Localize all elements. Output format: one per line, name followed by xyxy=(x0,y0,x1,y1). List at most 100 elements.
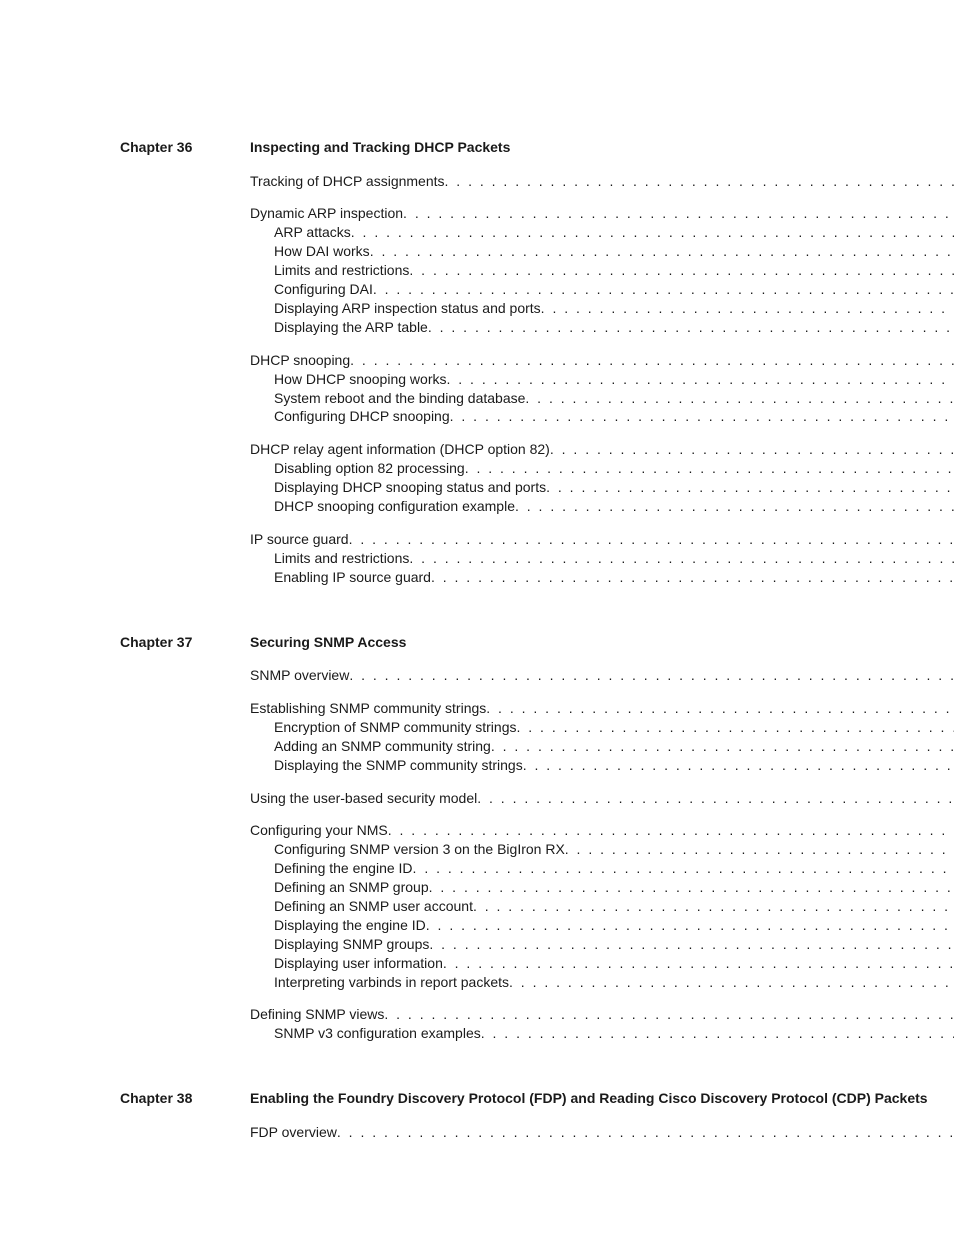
leader-dots xyxy=(429,935,954,954)
toc-entry[interactable]: DHCP snooping configuration example1092 xyxy=(250,497,954,516)
leader-dots xyxy=(409,549,954,568)
leader-dots xyxy=(349,530,954,549)
leader-dots xyxy=(477,789,954,808)
toc-entry[interactable]: Displaying the engine ID1101 xyxy=(250,916,954,935)
leader-dots xyxy=(515,497,954,516)
leader-dots xyxy=(431,568,954,587)
toc-entry-label: Displaying the engine ID xyxy=(274,916,426,935)
toc-entry-label: Defining an SNMP group xyxy=(274,878,429,897)
toc-entry[interactable]: Disabling option 82 processing1091 xyxy=(250,459,954,478)
toc-entry-label: Displaying user information xyxy=(274,954,443,973)
toc-entry[interactable]: Displaying ARP inspection status and por… xyxy=(250,299,954,318)
leader-dots xyxy=(384,1005,954,1024)
toc-entry[interactable]: Enabling IP source guard1093 xyxy=(250,568,954,587)
toc-entry[interactable]: SNMP overview1095 xyxy=(250,666,954,685)
leader-dots xyxy=(473,897,954,916)
toc-entry-label: Tracking of DHCP assignments xyxy=(250,172,445,191)
chapter-content: Inspecting and Tracking DHCP Packets Trac… xyxy=(250,138,954,601)
toc-entry-label: Defining the engine ID xyxy=(274,859,413,878)
leader-dots xyxy=(523,756,954,775)
chapter-row: Chapter 38Enabling the Foundry Discovery… xyxy=(120,1089,834,1155)
toc-entry-label: Displaying the ARP table xyxy=(274,318,428,337)
toc-entry[interactable]: Defining the engine ID1098 xyxy=(250,859,954,878)
toc-entry[interactable]: Configuring DHCP snooping1089 xyxy=(250,407,954,426)
chapter-row: Chapter 36Inspecting and Tracking DHCP P… xyxy=(120,138,834,601)
leader-dots xyxy=(426,916,954,935)
toc-entry[interactable]: Configuring DAI1086 xyxy=(250,280,954,299)
leader-dots xyxy=(517,718,954,737)
toc-entry-label: IP source guard xyxy=(250,530,349,549)
toc-entry[interactable]: Interpreting varbinds in report packets1… xyxy=(250,973,954,992)
toc-entry[interactable]: Displaying the SNMP community strings109… xyxy=(250,756,954,775)
toc-group: DHCP snooping1088How DHCP snooping works… xyxy=(250,351,954,427)
toc-entry[interactable]: Displaying the ARP table1087 xyxy=(250,318,954,337)
toc-entry-label: Defining SNMP views xyxy=(250,1005,384,1024)
toc-entry[interactable]: How DAI works1084 xyxy=(250,242,954,261)
toc-entry[interactable]: Configuring SNMP version 3 on the BigIro… xyxy=(250,840,954,859)
chapter-label: Chapter 36 xyxy=(120,138,250,158)
toc-entry[interactable]: ARP attacks1084 xyxy=(250,223,954,242)
toc-entry[interactable]: Limits and restrictions1093 xyxy=(250,549,954,568)
toc-entry[interactable]: DHCP snooping1088 xyxy=(250,351,954,370)
chapter-label: Chapter 38 xyxy=(120,1089,250,1109)
toc-entry[interactable]: Tracking of DHCP assignments1083 xyxy=(250,172,954,191)
toc-group: DHCP relay agent information (DHCP optio… xyxy=(250,440,954,516)
toc-entry[interactable]: Defining an SNMP group1099 xyxy=(250,878,954,897)
toc-group: FDP overview1105 xyxy=(250,1123,954,1142)
toc-entry[interactable]: Displaying DHCP snooping status and port… xyxy=(250,478,954,497)
leader-dots xyxy=(403,204,954,223)
toc-entry-label: Displaying the SNMP community strings xyxy=(274,756,523,775)
chapter-row: Chapter 37Securing SNMP AccessSNMP overv… xyxy=(120,633,834,1058)
section-spacer xyxy=(120,601,834,633)
leader-dots xyxy=(481,1024,954,1043)
leader-dots xyxy=(337,1123,954,1142)
toc-group: SNMP overview1095 xyxy=(250,666,954,685)
toc-entry[interactable]: Limits and restrictions1085 xyxy=(250,261,954,280)
leader-dots xyxy=(491,737,954,756)
chapter-title: Enabling the Foundry Discovery Protocol … xyxy=(250,1089,954,1109)
toc-group: Defining SNMP views1103SNMP v3 configura… xyxy=(250,1005,954,1043)
toc-entry[interactable]: FDP overview1105 xyxy=(250,1123,954,1142)
toc-entry[interactable]: IP source guard1093 xyxy=(250,530,954,549)
toc-group: Establishing SNMP community strings1095E… xyxy=(250,699,954,775)
toc-entry-label: Establishing SNMP community strings xyxy=(250,699,486,718)
toc-entry[interactable]: Adding an SNMP community string1096 xyxy=(250,737,954,756)
toc-entry-label: Configuring DHCP snooping xyxy=(274,407,450,426)
toc-entry-label: System reboot and the binding database xyxy=(274,389,525,408)
toc-entry[interactable]: Displaying user information1102 xyxy=(250,954,954,973)
toc-entry[interactable]: SNMP v3 configuration examples1104 xyxy=(250,1024,954,1043)
toc-entry-label: Displaying SNMP groups xyxy=(274,935,429,954)
toc-entry-label: Interpreting varbinds in report packets xyxy=(274,973,509,992)
toc-group: Dynamic ARP inspection1083ARP attacks108… xyxy=(250,204,954,336)
toc-entry[interactable]: System reboot and the binding database10… xyxy=(250,389,954,408)
leader-dots xyxy=(465,459,954,478)
toc-entry-label: Limits and restrictions xyxy=(274,261,409,280)
chapter-title: Inspecting and Tracking DHCP Packets xyxy=(250,138,954,158)
leader-dots xyxy=(550,440,954,459)
toc-group: Using the user-based security model1097 xyxy=(250,789,954,808)
toc-entry[interactable]: Dynamic ARP inspection1083 xyxy=(250,204,954,223)
toc-entry[interactable]: Using the user-based security model1097 xyxy=(250,789,954,808)
toc-entry-label: Displaying ARP inspection status and por… xyxy=(274,299,541,318)
toc-entry-label: FDP overview xyxy=(250,1123,337,1142)
toc-page: Chapter 36Inspecting and Tracking DHCP P… xyxy=(0,0,954,1236)
toc-entry-label: How DAI works xyxy=(274,242,370,261)
chapter-content: Securing SNMP AccessSNMP overview1095Est… xyxy=(250,633,954,1058)
toc-entry[interactable]: Defining an SNMP user account1100 xyxy=(250,897,954,916)
toc-entry[interactable]: Displaying SNMP groups1101 xyxy=(250,935,954,954)
toc-entry[interactable]: Defining SNMP views1103 xyxy=(250,1005,954,1024)
toc-group: IP source guard1093Limits and restrictio… xyxy=(250,530,954,587)
leader-dots xyxy=(349,666,954,685)
toc-entry-label: SNMP overview xyxy=(250,666,349,685)
toc-entry[interactable]: Encryption of SNMP community strings1095 xyxy=(250,718,954,737)
toc-entry[interactable]: How DHCP snooping works1089 xyxy=(250,370,954,389)
chapter-label: Chapter 37 xyxy=(120,633,250,653)
toc-entry[interactable]: Establishing SNMP community strings1095 xyxy=(250,699,954,718)
leader-dots xyxy=(350,351,954,370)
toc-entry[interactable]: Configuring your NMS1097 xyxy=(250,821,954,840)
toc-entry[interactable]: DHCP relay agent information (DHCP optio… xyxy=(250,440,954,459)
leader-dots xyxy=(541,299,954,318)
toc-entry-label: Dynamic ARP inspection xyxy=(250,204,403,223)
leader-dots xyxy=(413,859,954,878)
toc-entry-label: Configuring SNMP version 3 on the BigIro… xyxy=(274,840,565,859)
